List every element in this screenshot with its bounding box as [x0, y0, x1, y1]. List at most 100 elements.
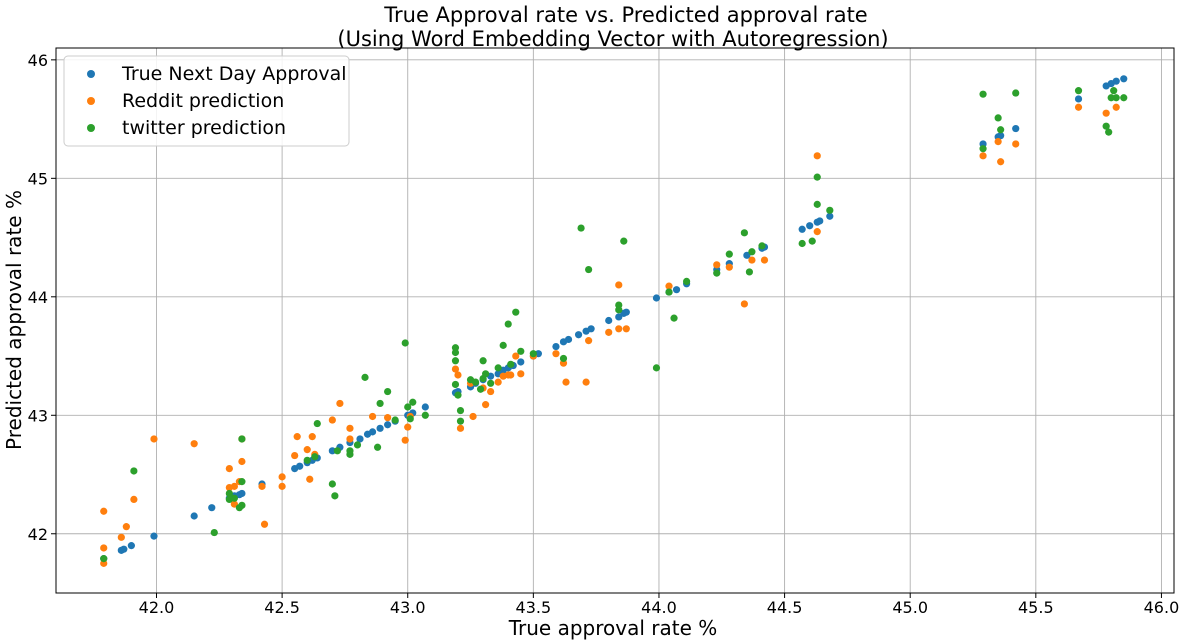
data-point [238, 478, 246, 486]
data-point [517, 370, 525, 378]
x-tick-label: 46.0 [1144, 598, 1180, 617]
legend-label: twitter prediction [122, 117, 286, 139]
data-point [258, 482, 266, 490]
data-point [1105, 128, 1113, 136]
data-point [454, 371, 462, 379]
data-point [997, 158, 1005, 166]
data-point [748, 256, 756, 264]
data-point [1112, 103, 1120, 111]
data-point [469, 412, 477, 421]
x-tick-label: 44.0 [641, 598, 677, 617]
data-point [328, 447, 336, 455]
data-point [384, 414, 392, 422]
data-point [652, 364, 661, 372]
data-point [713, 269, 721, 277]
data-point [487, 387, 495, 396]
data-point [529, 350, 537, 358]
axis-ticks: 42.0 42.5 43.0 43.5 44.0 44.5 45.0 45.5 46.0 42 43… [28, 51, 1180, 617]
data-point [303, 456, 311, 464]
data-point [331, 492, 339, 500]
data-point [517, 358, 525, 366]
data-point [615, 281, 623, 289]
x-axis-label: True approval rate % [508, 616, 718, 640]
data-point [504, 320, 512, 328]
data-point [404, 403, 412, 411]
data-point [278, 482, 286, 490]
data-point [368, 428, 377, 436]
data-point [451, 380, 460, 389]
data-point [979, 152, 987, 160]
x-tick-label: 42.5 [264, 598, 300, 617]
data-point [353, 441, 362, 449]
y-tick-label: 46 [28, 51, 48, 70]
data-point [482, 370, 490, 378]
data-point [456, 417, 465, 425]
data-point [813, 173, 821, 181]
data-point [1074, 87, 1083, 95]
x-tick-label: 42.0 [139, 598, 175, 617]
data-point [1112, 77, 1120, 85]
data-point [507, 371, 515, 379]
data-point [376, 424, 384, 432]
data-point [605, 328, 613, 336]
data-point [456, 424, 465, 432]
data-point [406, 415, 414, 423]
series-0 [100, 75, 1128, 563]
data-point [471, 378, 480, 386]
data-point [225, 489, 233, 498]
data-point [190, 512, 198, 520]
data-point [391, 416, 399, 424]
data-point [512, 308, 520, 316]
data-point [122, 523, 130, 531]
data-point [476, 385, 485, 393]
data-point [665, 288, 673, 296]
data-point [356, 435, 364, 443]
data-point [725, 263, 733, 271]
x-tick-label: 44.5 [767, 598, 803, 617]
data-point [994, 114, 1002, 122]
data-point [479, 357, 487, 365]
data-point [401, 436, 409, 444]
x-tick-label: 45.5 [1018, 598, 1054, 617]
data-point [585, 265, 593, 274]
series-2 [100, 87, 1128, 563]
data-point [100, 507, 108, 515]
data-point [798, 225, 806, 233]
data-point [336, 399, 344, 408]
data-point [313, 419, 321, 428]
series-1 [100, 103, 1120, 567]
data-point [620, 237, 628, 245]
grid-lines [56, 48, 1174, 593]
data-point [806, 222, 814, 230]
data-point [361, 373, 369, 381]
legend: True Next Day Approval Reddit prediction t… [63, 55, 350, 147]
data-point [574, 331, 583, 339]
data-point [373, 443, 382, 451]
data-point [1074, 95, 1083, 103]
data-point [230, 494, 238, 502]
data-point [813, 228, 821, 236]
data-point [451, 365, 460, 373]
data-points [100, 75, 1128, 567]
data-point [1120, 75, 1128, 83]
data-point [740, 300, 748, 308]
data-point [291, 451, 299, 460]
x-tick-label: 45.0 [892, 598, 928, 617]
data-point [499, 341, 507, 349]
data-point [384, 387, 392, 396]
data-point [328, 480, 336, 488]
data-point [384, 421, 392, 429]
data-point [130, 495, 138, 504]
data-point [1012, 89, 1020, 97]
data-point [368, 412, 377, 421]
data-point [210, 528, 218, 537]
data-point [454, 391, 462, 399]
data-point [760, 256, 769, 264]
data-point [517, 347, 525, 355]
data-point [665, 282, 673, 290]
data-point [238, 489, 246, 498]
data-point [808, 237, 816, 245]
data-point [100, 544, 108, 552]
data-point [615, 325, 623, 333]
data-point [238, 457, 246, 466]
